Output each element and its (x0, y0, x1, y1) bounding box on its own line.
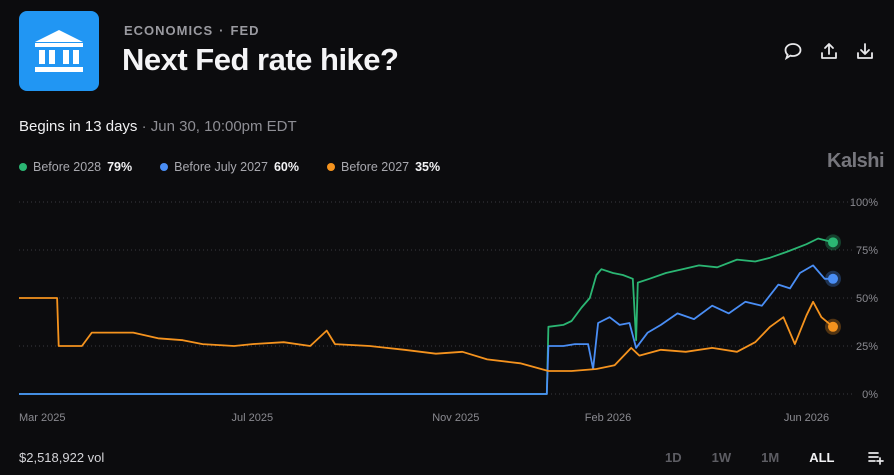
comment-icon[interactable] (782, 40, 804, 62)
time-range-selector: 1D 1W 1M ALL (665, 450, 884, 465)
category-label[interactable]: ECONOMICS (124, 23, 214, 38)
status-separator: · (141, 118, 147, 135)
legend-label: Before 2028 (33, 160, 102, 174)
x-axis-labels: Mar 2025 Jul 2025 Nov 2025 Feb 2026 Jun 2026 (19, 412, 829, 424)
download-icon[interactable] (854, 40, 876, 62)
range-1m-button[interactable]: 1M (761, 450, 780, 465)
y-axis-labels: 100% 75% 50% 25% 0% (850, 197, 878, 401)
legend-item-before-july-2027[interactable]: Before July 2027 60% (160, 160, 299, 174)
breadcrumb-separator: · (219, 23, 225, 38)
bank-building-icon (19, 11, 99, 91)
legend-value: 35% (415, 160, 441, 174)
brand-logo: Kalshi (827, 150, 885, 172)
legend-value: 60% (273, 160, 299, 174)
legend-item-before-2028[interactable]: Before 2028 79% (19, 160, 132, 174)
y-tick-label: 75% (856, 245, 878, 257)
legend-label: Before 2027 (340, 160, 410, 174)
begins-text: Begins in 13 days (19, 118, 138, 135)
header-actions (782, 40, 876, 62)
y-tick-label: 100% (850, 197, 878, 209)
chart-series (19, 237, 834, 395)
range-1w-button[interactable]: 1W (711, 450, 732, 465)
x-tick-label: Jun 2026 (784, 412, 829, 424)
series-line (19, 297, 834, 372)
x-tick-label: Feb 2026 (585, 412, 631, 424)
y-tick-label: 25% (856, 341, 878, 353)
add-to-list-icon[interactable] (868, 451, 884, 468)
legend-item-before-2027[interactable]: Before 2027 35% (326, 160, 441, 174)
y-tick-label: 0% (862, 389, 878, 401)
share-icon[interactable] (818, 40, 840, 62)
series-end-dot (828, 237, 838, 248)
legend-swatch (160, 163, 169, 171)
range-1d-button[interactable]: 1D (665, 450, 682, 465)
x-tick-label: Mar 2025 (19, 412, 65, 424)
chart-end-markers (825, 234, 841, 335)
market-status: Begins in 13 days · Jun 30, 10:00pm EDT (19, 118, 297, 135)
volume-text: $2,518,922 vol (19, 450, 105, 465)
price-history-chart[interactable]: 100% 75% 50% 25% 0% Mar 2025 Jul 2025 Nov 2025… (0, 190, 894, 435)
series-end-dot (828, 273, 838, 284)
subcategory-label[interactable]: FED (230, 23, 260, 38)
x-tick-label: Nov 2025 (432, 412, 479, 424)
y-tick-label: 50% (856, 293, 878, 305)
chart-grid (19, 201, 852, 395)
range-all-button[interactable]: ALL (809, 450, 835, 465)
breadcrumb: ECONOMICS · FED (124, 23, 260, 38)
series-line (19, 237, 834, 395)
legend-label: Before July 2027 (174, 160, 268, 174)
series-line (19, 264, 833, 395)
series-end-dot (828, 321, 838, 332)
x-tick-label: Jul 2025 (231, 412, 273, 424)
legend-swatch (326, 163, 335, 171)
begins-date: Jun 30, 10:00pm EDT (150, 118, 297, 135)
legend-swatch (19, 163, 27, 171)
chart-legend: Before 2028 79% Before July 2027 60% Bef… (19, 160, 440, 174)
legend-value: 79% (107, 160, 133, 174)
page-title: Next Fed rate hike? (122, 42, 399, 77)
